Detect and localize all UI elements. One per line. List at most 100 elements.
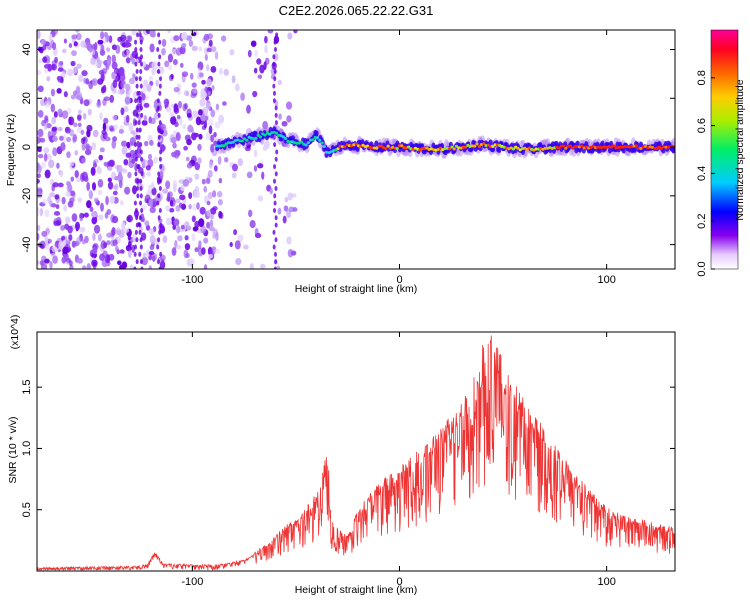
noise-blob bbox=[257, 163, 264, 169]
noise-blob bbox=[60, 225, 65, 231]
noise-blob bbox=[169, 111, 175, 118]
noise-blob bbox=[126, 214, 133, 223]
noise-blob bbox=[290, 250, 297, 256]
streak-blob bbox=[159, 76, 163, 82]
noise-blob bbox=[91, 141, 97, 151]
streak-blob bbox=[158, 207, 162, 213]
noise-blob bbox=[77, 122, 82, 128]
noise-blob bbox=[37, 164, 42, 174]
snr-x-label: Height of straight line (km) bbox=[295, 584, 418, 596]
noise-blob bbox=[107, 181, 114, 190]
noise-blob bbox=[94, 42, 98, 51]
noise-blob bbox=[215, 232, 219, 241]
trace-core bbox=[355, 145, 360, 152]
streak-blob bbox=[272, 244, 276, 250]
trace-peak bbox=[463, 145, 468, 149]
noise-blob bbox=[90, 211, 98, 218]
streak-blob bbox=[133, 142, 137, 148]
noise-blob bbox=[57, 126, 63, 132]
snr-series-line bbox=[37, 335, 675, 571]
noise-blob bbox=[116, 164, 123, 174]
spectrogram-heat-layer bbox=[37, 30, 675, 269]
noise-blob bbox=[259, 64, 265, 74]
trace-peak bbox=[384, 146, 388, 150]
noise-blob bbox=[193, 190, 201, 199]
noise-blob bbox=[76, 257, 83, 264]
noise-blob bbox=[38, 58, 42, 64]
streak-blob bbox=[140, 112, 144, 118]
streak-blob bbox=[136, 105, 140, 111]
streak-blob bbox=[139, 200, 143, 206]
noise-blob bbox=[97, 189, 103, 196]
noise-blob bbox=[214, 121, 221, 129]
snr-background bbox=[37, 332, 675, 571]
noise-blob bbox=[116, 235, 121, 244]
snr-x-ticks: -100 0 100 bbox=[181, 332, 616, 588]
noise-blob bbox=[66, 184, 73, 192]
streak-blob bbox=[158, 178, 162, 184]
noise-blob bbox=[196, 202, 200, 210]
streak-blob bbox=[272, 54, 276, 60]
streak-blob bbox=[139, 193, 143, 199]
streak-blob bbox=[133, 266, 137, 269]
noise-blob bbox=[167, 30, 171, 34]
streak-blob bbox=[140, 156, 144, 162]
streak-blob bbox=[138, 127, 142, 133]
noise-blob bbox=[85, 78, 90, 85]
noise-blob bbox=[105, 195, 109, 206]
trace-peak bbox=[263, 133, 267, 137]
noise-blob bbox=[97, 178, 104, 188]
noise-blob bbox=[106, 232, 113, 238]
noise-blob bbox=[124, 96, 131, 105]
streak-blob bbox=[158, 127, 162, 133]
noise-blob bbox=[286, 209, 292, 219]
noise-blob bbox=[86, 181, 91, 192]
noise-blob bbox=[170, 151, 177, 158]
noise-blob bbox=[103, 96, 110, 102]
streak-blob bbox=[273, 76, 277, 82]
noise-blob bbox=[191, 132, 197, 141]
noise-blob bbox=[41, 198, 48, 205]
noise-blob bbox=[203, 185, 208, 193]
noise-blob bbox=[37, 260, 40, 266]
trace-peak bbox=[315, 136, 320, 140]
noise-blob bbox=[47, 195, 52, 204]
noise-blob bbox=[147, 153, 153, 160]
noise-blob bbox=[229, 49, 235, 56]
noise-blob bbox=[74, 149, 79, 156]
noise-blob bbox=[50, 88, 56, 97]
noise-blob bbox=[200, 225, 207, 234]
streak-blob bbox=[272, 229, 276, 235]
streak-blob bbox=[275, 149, 279, 155]
noise-blob bbox=[106, 208, 112, 215]
noise-blob bbox=[142, 84, 147, 94]
trace-peak bbox=[407, 145, 411, 149]
streak-blob bbox=[157, 32, 161, 38]
noise-blob bbox=[173, 183, 177, 193]
streak-blob bbox=[138, 251, 142, 257]
snr-frame bbox=[36, 331, 676, 572]
noise-blob bbox=[149, 234, 156, 245]
streak-blob bbox=[137, 134, 141, 140]
noise-blob bbox=[183, 89, 190, 97]
noise-blob bbox=[68, 234, 73, 242]
streak-blob bbox=[138, 76, 142, 82]
noise-blob bbox=[80, 129, 85, 135]
noise-blob bbox=[52, 147, 58, 157]
trace-peak bbox=[377, 144, 381, 148]
noise-blob bbox=[86, 200, 92, 209]
noise-blob bbox=[235, 83, 240, 92]
noise-blob bbox=[188, 192, 193, 200]
noise-blob bbox=[100, 202, 104, 212]
trace-peak bbox=[511, 147, 516, 151]
noise-blob bbox=[103, 161, 108, 167]
trace-peak bbox=[268, 132, 272, 136]
x-tick-label: 100 bbox=[597, 274, 615, 286]
trace-peak bbox=[457, 146, 461, 150]
noise-blob bbox=[37, 224, 41, 231]
noise-blob bbox=[205, 177, 211, 185]
noise-blob bbox=[213, 132, 217, 138]
noise-blob bbox=[43, 64, 51, 69]
noise-blob bbox=[53, 210, 61, 216]
trace-core bbox=[314, 130, 319, 137]
